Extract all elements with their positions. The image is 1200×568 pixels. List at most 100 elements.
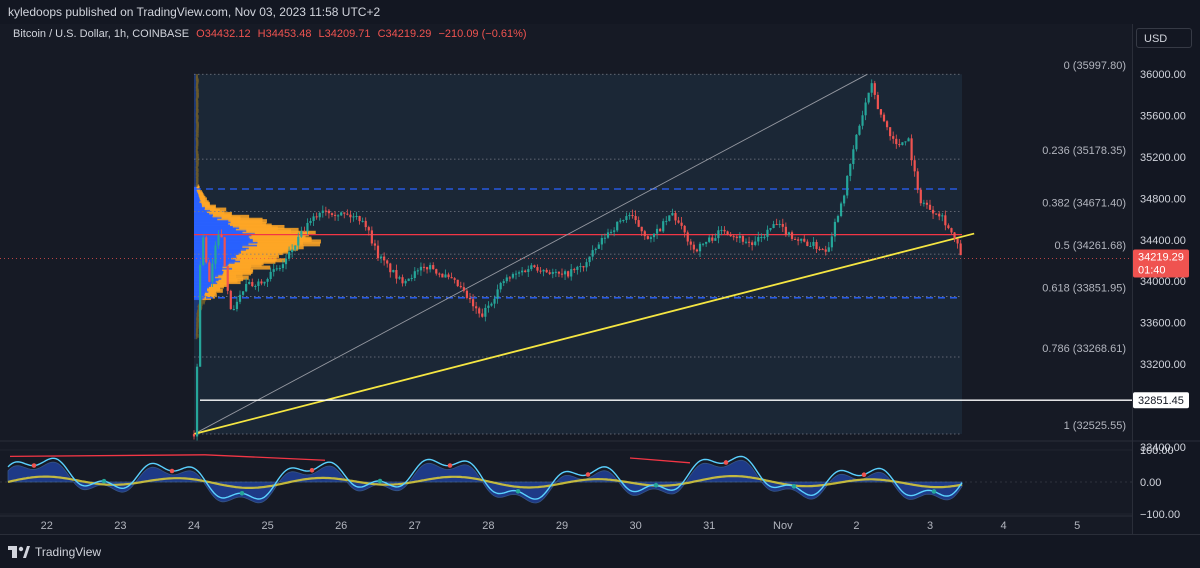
volume-profile-bar	[221, 214, 250, 219]
volume-profile-bar	[196, 159, 199, 164]
time-tick-label: 5	[1074, 520, 1080, 532]
candle-body	[701, 243, 705, 245]
candle-body	[585, 262, 588, 268]
candle-body	[459, 286, 462, 288]
key-level-text: 32851.45	[1138, 395, 1184, 407]
candle-body	[352, 216, 355, 218]
candle-body	[570, 269, 573, 277]
candle-body	[321, 210, 324, 213]
candle-body	[395, 270, 398, 279]
candle-body	[649, 237, 653, 239]
candle-body	[517, 272, 521, 274]
time-tick-label: 4	[1001, 520, 1007, 532]
time-tick-label: 30	[629, 520, 641, 532]
candle-body	[708, 237, 711, 242]
candle-body	[508, 277, 511, 279]
candle-body	[404, 280, 407, 284]
candle-body	[757, 237, 760, 242]
candle-body	[241, 291, 245, 295]
candle-body	[726, 231, 729, 235]
time-tick-label: 28	[482, 520, 494, 532]
candle-body	[383, 256, 386, 261]
candle-body	[389, 263, 392, 273]
candle-body	[882, 114, 886, 122]
candle-body	[533, 265, 536, 268]
candle-body	[447, 274, 450, 278]
candle-body	[364, 220, 367, 228]
candle-body	[281, 264, 285, 269]
candle-body	[916, 171, 919, 190]
osc-tick-label: 0.00	[1140, 477, 1161, 489]
candle-body	[870, 83, 873, 93]
candle-body	[238, 294, 242, 302]
time-tick-label: 25	[261, 520, 273, 532]
candle-body	[928, 204, 932, 210]
candle-body	[438, 273, 441, 275]
candle-body	[705, 241, 708, 244]
candle-body	[355, 216, 358, 218]
osc-cross-dot	[931, 489, 937, 494]
candle-body	[275, 268, 278, 270]
candle-body	[803, 238, 806, 242]
osc-cross-dot	[653, 482, 659, 488]
candle-body	[901, 142, 904, 146]
volume-profile-bar	[196, 184, 200, 189]
candle-body	[337, 215, 340, 217]
candle-body	[732, 236, 735, 238]
candle-body	[413, 271, 416, 279]
candle-body	[468, 297, 472, 300]
candle-body	[429, 265, 432, 270]
candle-body	[521, 270, 524, 273]
candle-body	[821, 249, 824, 251]
candle-body	[318, 212, 321, 218]
candle-body	[646, 236, 649, 239]
candle-body	[772, 224, 775, 229]
time-tick-label: Nov	[773, 520, 793, 532]
price-scale[interactable]	[1132, 24, 1200, 534]
candle-body	[698, 243, 702, 252]
candle-body	[680, 222, 683, 226]
candle-body	[683, 225, 686, 233]
candle-body	[435, 269, 438, 274]
candle-body	[778, 223, 781, 225]
candle-body	[747, 241, 751, 243]
volume-profile-bar	[228, 217, 263, 222]
legend-symbol: Bitcoin / U.S. Dollar, 1h, COINBASE	[13, 28, 190, 40]
osc-area	[7, 459, 963, 504]
candle-body	[944, 215, 947, 226]
candle-body	[340, 212, 343, 216]
footer-bar: TradingView	[0, 534, 1200, 568]
tradingview-brand[interactable]: TradingView	[8, 545, 101, 559]
candle-body	[876, 94, 879, 110]
candle-body	[913, 160, 916, 172]
candle-body	[254, 286, 257, 288]
candle-body	[493, 298, 496, 304]
candle-body	[536, 267, 539, 271]
candle-body	[573, 269, 576, 271]
candle-body	[812, 241, 815, 246]
candle-body	[248, 282, 251, 284]
candle-body	[858, 125, 861, 135]
osc-cross-dot	[791, 484, 797, 489]
candle-body	[376, 245, 380, 259]
candle-body	[594, 248, 597, 251]
candle-body	[797, 239, 800, 241]
candle-body	[499, 282, 502, 290]
candle-body	[346, 213, 349, 215]
currency-button[interactable]: USD	[1136, 28, 1192, 48]
candle-body	[600, 238, 603, 245]
candle-body	[343, 212, 346, 214]
chart-svg[interactable]: 0 (35997.80) 0.236 (35178.35) 0.382 (34671…	[0, 0, 1200, 534]
osc-cross-dot	[515, 488, 521, 494]
candle-body	[557, 271, 561, 274]
candle-body	[432, 265, 435, 270]
candle-body	[410, 278, 413, 280]
price-tick-label: 34000.00	[1140, 276, 1186, 288]
osc-signal-line	[7, 475, 963, 489]
oscillator-group	[0, 449, 1132, 515]
drawing-lines-group	[0, 73, 1132, 435]
candle-body	[386, 260, 389, 264]
osc-wave-line	[7, 455, 963, 500]
candle-body	[806, 241, 809, 247]
candle-body	[226, 266, 229, 291]
